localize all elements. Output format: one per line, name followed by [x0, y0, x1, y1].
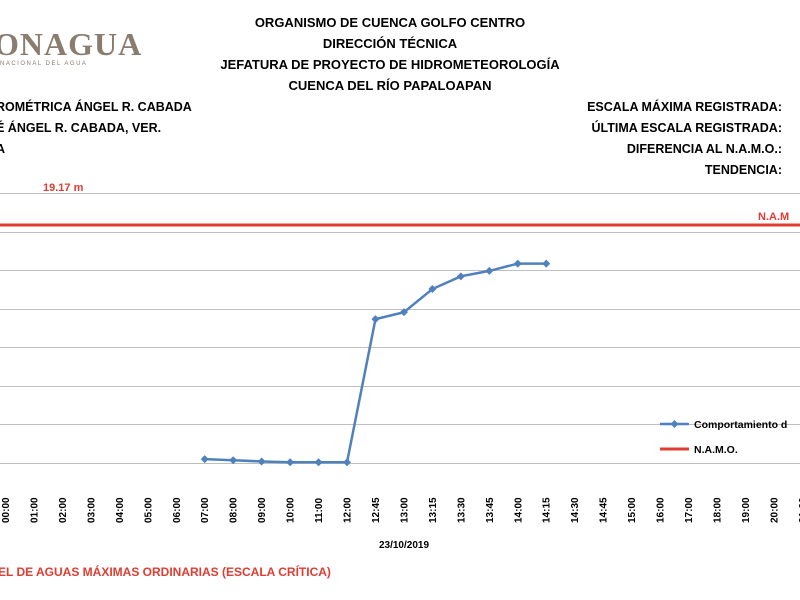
x-tick-label: 14:15 — [542, 497, 553, 523]
data-point — [229, 456, 238, 465]
x-tick-label: 14:30 — [570, 497, 581, 523]
x-tick-label: 06:00 — [172, 497, 183, 523]
x-tick-label: 13:30 — [456, 497, 467, 523]
data-point — [513, 259, 522, 268]
series-group — [200, 259, 551, 467]
station-location: É ÁNGEL R. CABADA, VER. — [0, 121, 162, 135]
header-line-2: DIRECCIÓN TÉCNICA — [322, 36, 458, 51]
data-point — [286, 458, 295, 467]
x-tick-label: 07:00 — [200, 497, 211, 523]
x-tick-label: 21:00 — [798, 497, 800, 523]
x-tick-label: 15:00 — [627, 497, 638, 523]
legend-namo-label: N.A.M.O. — [694, 444, 738, 456]
max-scale-label: ESCALA MÁXIMA REGISTRADA: — [587, 100, 782, 114]
x-tick-label: 02:00 — [58, 497, 69, 523]
x-tick-label: 08:00 — [229, 497, 240, 523]
station-extra: A — [0, 142, 6, 156]
x-tick-label: 11:00 — [314, 498, 325, 523]
trend-label: TENDENCIA: — [704, 163, 782, 177]
logo-text: ONAGUA — [0, 26, 143, 62]
x-axis-label: 23/10/2019 — [379, 540, 429, 551]
x-tick-label: 09:00 — [257, 497, 268, 523]
x-tick-label: 17:00 — [684, 497, 695, 523]
legend-series-marker — [670, 420, 679, 428]
data-point — [314, 458, 323, 467]
data-point — [257, 457, 266, 466]
namo-value: 19.17 m — [43, 182, 84, 194]
chart-legend: Comportamiento d N.A.M.O. — [660, 419, 787, 456]
x-tick-label: 14:45 — [599, 497, 610, 523]
x-tick-label: 20:00 — [769, 497, 780, 523]
x-tick-label: 13:00 — [399, 497, 410, 523]
namo-line-group: N.A.M — [0, 211, 800, 227]
x-tick-label: 19:00 — [741, 497, 752, 523]
x-tick-label: 12:00 — [343, 497, 354, 523]
x-tick-label: 05:00 — [143, 497, 154, 523]
legend-series-label: Comportamiento d — [694, 419, 787, 431]
report-header: ORGANISMO DE CUENCA GOLFO CENTRO DIRECCI… — [0, 12, 800, 96]
x-tick-label: 01:00 — [29, 497, 40, 523]
x-tick-label: 04:00 — [115, 497, 126, 523]
data-point — [399, 308, 408, 317]
x-tick-label: 18:00 — [713, 497, 724, 523]
data-point — [456, 272, 465, 281]
x-tick-label: 10:00 — [286, 497, 297, 523]
x-tick-label: 13:45 — [485, 497, 496, 523]
data-point — [343, 458, 352, 467]
data-point — [200, 455, 209, 464]
x-tick-label: 12:45 — [371, 497, 382, 523]
data-point — [485, 266, 494, 275]
header-line-4: CUENCA DEL RÍO PAPALOAPAN — [288, 78, 492, 93]
logo-subtitle: NACIONAL DEL AGUA — [0, 61, 88, 67]
chart-grid — [0, 193, 800, 464]
data-point — [542, 259, 551, 268]
x-tick-label: 13:15 — [428, 497, 439, 523]
data-point — [371, 315, 380, 324]
x-tick-label: 16:00 — [656, 497, 667, 523]
footer-legend-text: EL DE AGUAS MÁXIMAS ORDINARIAS (ESCALA C… — [0, 565, 331, 579]
x-tick-label: 00:00 — [1, 497, 12, 523]
namo-diff-label: DIFERENCIA AL N.A.M.O.: — [626, 142, 782, 156]
namo-line-label: N.A.M — [758, 211, 789, 223]
x-tick-label: 14:00 — [513, 497, 524, 523]
x-tick-labels: 00:00 01:00 02:00 03:00 04:00 05:00 06:00 07:00… — [1, 497, 800, 523]
header-line-3: JEFATURA DE PROYECTO DE HIDROMETEOROLOGÍ… — [220, 57, 560, 72]
station-name: ROMÉTRICA ÁNGEL R. CABADA — [0, 100, 192, 114]
data-point — [428, 285, 437, 294]
x-tick-label: 03:00 — [86, 497, 97, 523]
last-scale-label: ÚLTIMA ESCALA REGISTRADA: — [591, 121, 783, 135]
header-line-1: ORGANISMO DE CUENCA GOLFO CENTRO — [254, 15, 526, 30]
series-line — [204, 262, 547, 464]
